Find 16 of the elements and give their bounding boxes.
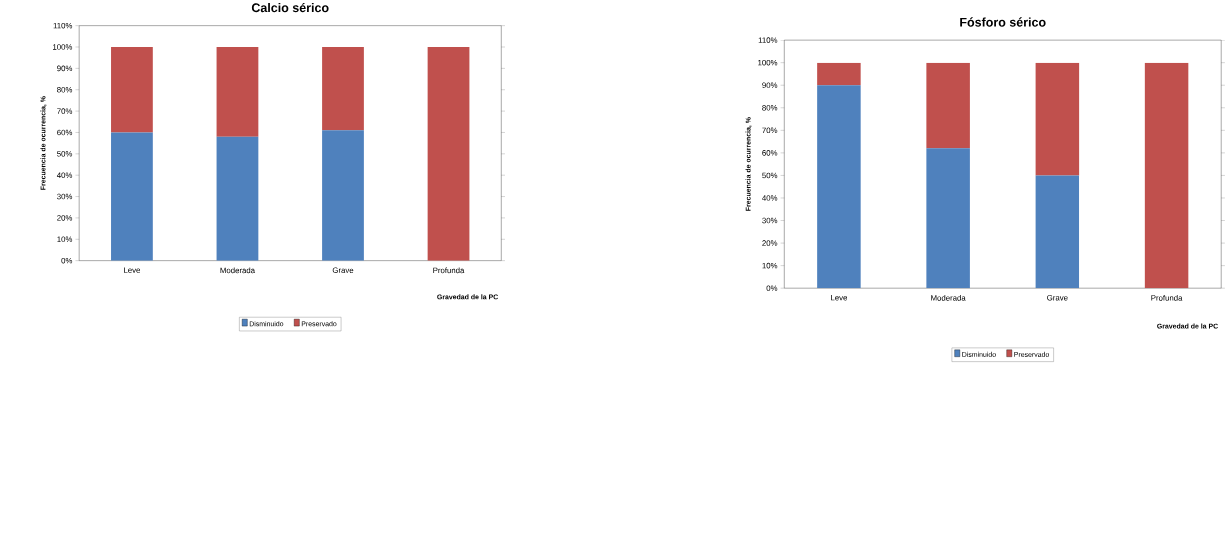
- bar: [111, 46, 153, 133]
- bar: [1144, 62, 1189, 289]
- bar: [817, 85, 861, 289]
- bar: [216, 136, 259, 261]
- chart-title: Fósforo sérico: [960, 17, 1046, 27]
- bar: [427, 46, 470, 261]
- bar: [926, 62, 970, 149]
- bar: [322, 130, 364, 261]
- bar: [322, 46, 364, 131]
- bar: [926, 148, 970, 289]
- bar: [817, 62, 861, 86]
- chart-title: Calcio sérico: [251, 2, 329, 13]
- bar: [1035, 62, 1080, 176]
- bar: [111, 132, 153, 261]
- bar: [216, 46, 259, 137]
- bar: [1035, 175, 1080, 289]
